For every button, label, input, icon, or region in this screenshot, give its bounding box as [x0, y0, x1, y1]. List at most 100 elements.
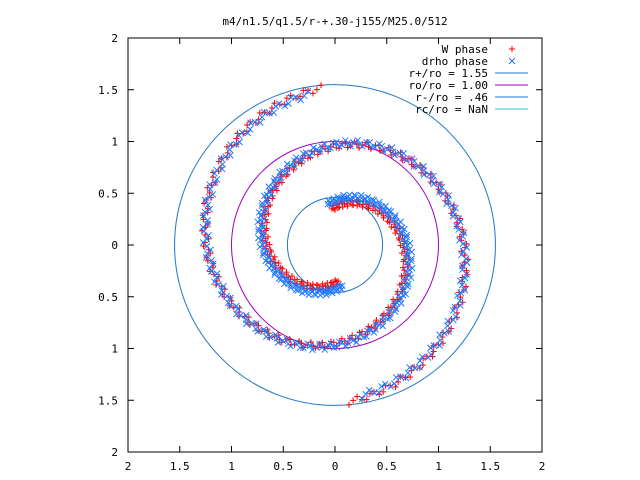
w-phase-point	[344, 203, 351, 210]
drho-phase-point	[265, 254, 273, 262]
w-phase-point	[375, 210, 382, 217]
drho-phase-point	[404, 280, 412, 288]
drho-phase-point	[400, 225, 408, 233]
drho-phase-point	[371, 389, 378, 396]
drho-phase-point	[402, 237, 410, 245]
drho-phase-point	[461, 286, 469, 294]
drho-phase-point	[263, 197, 271, 204]
drho-phase-point	[266, 187, 274, 195]
drho-phase-point	[316, 148, 324, 156]
chart-title: m4/n1.5/q1.5/r-+.30-j155/M25.0/512	[222, 15, 447, 28]
drho-phase-point	[403, 157, 410, 164]
w-phase-point	[297, 93, 304, 100]
drho-phase-point	[364, 327, 371, 335]
drho-phase-point	[362, 390, 370, 398]
drho-phase-point	[455, 215, 463, 222]
drho-phase-point	[207, 268, 215, 275]
x-tick-label: 1	[435, 460, 442, 473]
drho-phase-point	[349, 337, 357, 344]
drho-phase-point	[201, 208, 209, 216]
drho-phase-point	[356, 330, 364, 338]
drho-phase-point	[384, 211, 392, 219]
legend-marker	[509, 46, 515, 52]
drho-phase-point	[211, 278, 218, 286]
w-phase-point	[463, 240, 470, 247]
drho-phase-point	[277, 174, 285, 181]
drho-phase-point	[203, 235, 211, 243]
drho-phase-point	[414, 163, 422, 171]
drho-phase-point	[358, 395, 366, 403]
drho-phase-point	[375, 198, 383, 206]
y-tick-label: 1.5	[98, 394, 118, 407]
drho-phase-point	[389, 148, 397, 156]
data-points	[198, 82, 472, 408]
drho-phase-point	[256, 119, 264, 126]
drho-phase-point	[346, 334, 354, 342]
drho-phase-point	[341, 194, 348, 202]
drho-phase-point	[455, 226, 462, 233]
drho-phase-point	[281, 280, 288, 288]
drho-phase-point	[458, 281, 466, 289]
drho-phase-point	[215, 280, 222, 288]
drho-phase-point	[213, 270, 221, 278]
drho-phase-point	[258, 113, 266, 121]
drho-phase-point	[397, 228, 405, 236]
drho-phase-point	[336, 338, 343, 346]
drho-phase-point	[388, 144, 396, 151]
drho-phase-point	[278, 271, 286, 279]
drho-phase-point	[255, 227, 262, 235]
drho-phase-point	[255, 225, 263, 233]
drho-phase-point	[209, 191, 217, 198]
w-phase-point	[331, 206, 338, 213]
drho-phase-point	[420, 171, 428, 179]
drho-phase-point	[272, 331, 279, 339]
drho-phase-point	[448, 202, 455, 210]
w-phase-point	[350, 397, 357, 404]
y-tick-label: 1	[111, 343, 118, 356]
drho-phase-point	[282, 274, 290, 282]
w-phase-point	[390, 296, 397, 303]
drho-phase-point	[238, 129, 246, 136]
drho-phase-point	[426, 171, 433, 178]
drho-phase-point	[273, 334, 281, 342]
drho-phase-point	[408, 255, 415, 263]
drho-phase-point	[209, 260, 217, 268]
drho-phase-point	[395, 291, 403, 299]
drho-phase-point	[402, 374, 410, 382]
drho-phase-point	[219, 161, 226, 168]
drho-phase-point	[294, 282, 302, 289]
drho-phase-point	[283, 335, 291, 343]
w-phase-point	[332, 277, 339, 284]
drho-phase-point	[246, 125, 254, 133]
drho-phase-point	[272, 183, 280, 190]
drho-phase-point	[430, 172, 437, 180]
x-tick-label: 0	[332, 460, 339, 473]
y-tick-label: 2	[111, 32, 118, 45]
axis-ticks: 2 1.5 1 0.5 0 0.5 1 1.5 221.510.500.511.52	[98, 32, 545, 473]
w-phase-point	[319, 280, 326, 287]
drho-phase-point	[456, 302, 464, 309]
drho-phase-point	[270, 109, 278, 117]
drho-phase-point	[261, 239, 269, 247]
drho-phase-point	[292, 339, 299, 347]
w-phase-point	[350, 202, 357, 209]
drho-phase-point	[262, 333, 270, 340]
drho-phase-point	[456, 277, 464, 285]
drho-phase-point	[332, 138, 340, 146]
legend-entry-label: r-/ro = .46	[415, 91, 488, 104]
w-phase-point	[398, 273, 405, 280]
x-tick-label: 2	[125, 460, 132, 473]
drho-phase-point	[236, 138, 243, 146]
drho-phase-point	[313, 146, 321, 153]
drho-phase-point	[430, 342, 438, 349]
drho-phase-point	[438, 183, 446, 191]
drho-phase-point	[381, 380, 389, 388]
drho-phase-point	[427, 344, 434, 352]
w-phase-point	[304, 279, 311, 286]
drho-phase-point	[260, 108, 268, 116]
drho-phase-point	[226, 302, 234, 310]
drho-phase-point	[398, 230, 405, 238]
drho-phase-point	[199, 223, 207, 231]
